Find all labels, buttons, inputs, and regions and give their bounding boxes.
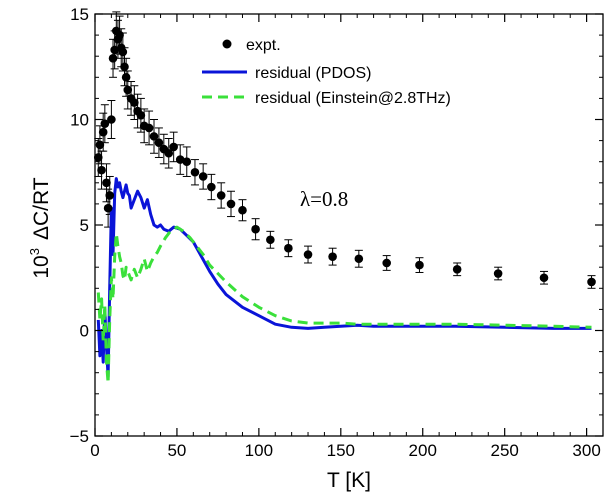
data-point — [121, 73, 131, 82]
y-axis-label-quantity: ΔC/RT — [30, 177, 53, 240]
data-point — [382, 258, 391, 268]
data-point — [238, 205, 247, 215]
data-point — [97, 165, 106, 175]
data-point — [207, 182, 216, 192]
data-point — [169, 142, 178, 152]
x-tick-label: 150 — [327, 441, 355, 460]
data-point — [93, 153, 103, 162]
legend: expt. residual (PDOS) residual (Einstein… — [202, 37, 451, 107]
data-point — [415, 260, 424, 270]
data-point — [102, 178, 111, 188]
lambda-annotation: λ=0.8 — [300, 187, 348, 211]
data-point — [123, 85, 133, 95]
y-tick-label: −5 — [70, 427, 89, 446]
data-point — [587, 277, 596, 287]
y-tick-label: 15 — [70, 5, 89, 24]
x-tick-label: 300 — [572, 441, 600, 460]
series-lines — [96, 177, 592, 385]
data-point — [130, 98, 139, 107]
data-point — [95, 140, 105, 150]
legend-marker-expt — [222, 39, 232, 49]
legend-label-pdos: residual (PDOS) — [255, 65, 371, 82]
data-point — [98, 127, 108, 137]
data-point — [105, 191, 115, 200]
data-point — [284, 243, 293, 253]
data-point — [164, 148, 174, 158]
y-axis-label-base: 10 — [30, 255, 53, 278]
data-point — [493, 269, 503, 278]
data-point — [110, 45, 119, 55]
x-axis-label: T [K] — [327, 469, 371, 492]
data-point — [216, 191, 226, 200]
data-point — [118, 47, 128, 57]
x-tick-label: 200 — [409, 441, 437, 460]
y-axis-label-exponent: 3 — [27, 248, 42, 255]
data-point — [103, 203, 113, 213]
legend-label-einstein: residual (Einstein@2.8THz) — [255, 90, 451, 107]
data-point — [100, 119, 110, 129]
data-points — [93, 26, 596, 287]
legend-label-expt: expt. — [246, 37, 281, 54]
data-point — [266, 235, 275, 245]
series-line-1 — [96, 177, 592, 379]
data-point — [328, 252, 337, 261]
data-point — [108, 54, 118, 63]
data-point — [115, 30, 124, 40]
y-tick-label: 0 — [80, 322, 89, 341]
data-point — [303, 250, 313, 259]
y-tick-label: 10 — [70, 111, 89, 130]
data-point — [182, 157, 192, 166]
data-point — [251, 224, 260, 234]
series-line-2 — [96, 225, 592, 385]
x-tick-label: 100 — [245, 441, 273, 460]
data-point — [452, 265, 462, 274]
data-point — [226, 199, 236, 209]
y-axis-label: 103 ΔC/RT — [27, 177, 53, 278]
x-tick-label: 0 — [90, 441, 99, 460]
data-point — [190, 167, 200, 177]
data-point — [120, 62, 129, 72]
data-point — [198, 172, 208, 181]
data-point — [144, 123, 154, 133]
data-point — [154, 138, 164, 148]
x-tick-label: 250 — [490, 441, 518, 460]
data-point — [136, 110, 146, 120]
data-point — [107, 115, 116, 124]
x-tick-label: 50 — [167, 441, 186, 460]
data-point — [149, 132, 159, 141]
tick-marks — [94, 13, 603, 437]
data-point — [175, 155, 185, 164]
y-tick-label: 5 — [80, 216, 89, 235]
data-point — [539, 273, 549, 283]
data-point — [354, 254, 364, 264]
